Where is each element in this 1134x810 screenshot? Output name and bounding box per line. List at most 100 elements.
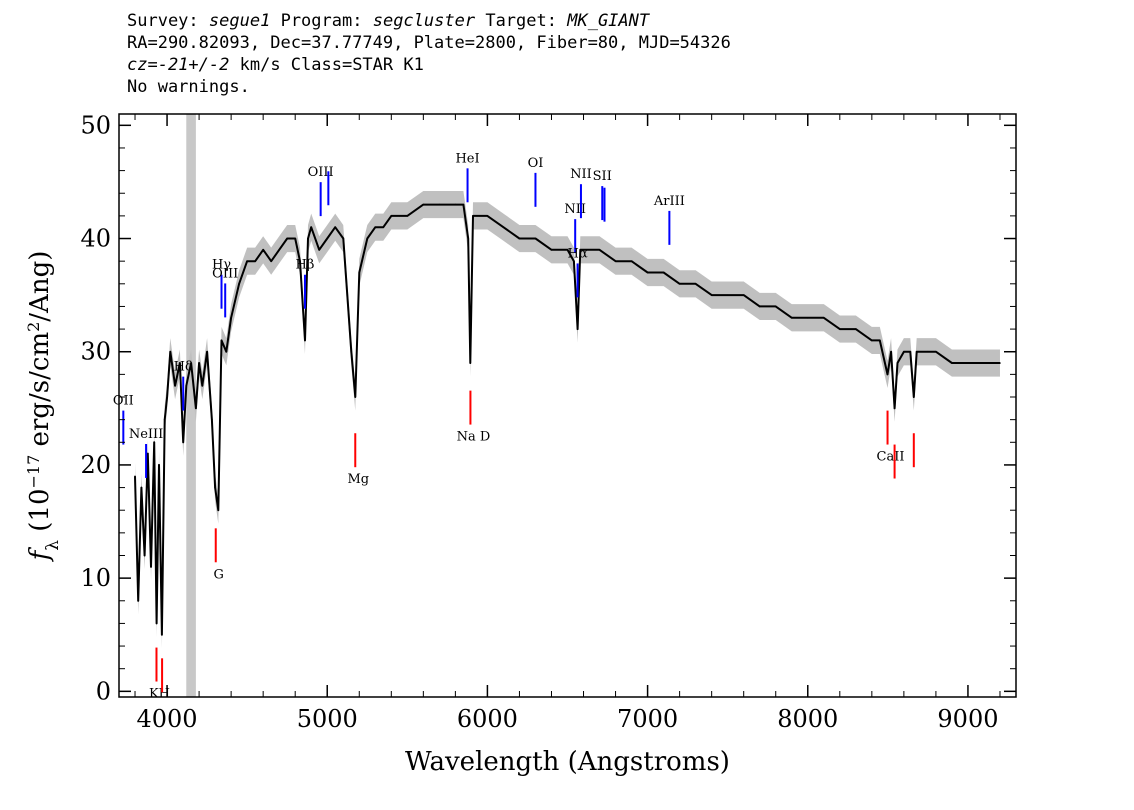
masked-region-layer: [186, 114, 196, 697]
flux-point: [201, 384, 204, 387]
absorption-line-label: Na D: [457, 430, 491, 445]
flux-point: [534, 237, 537, 240]
flux-point: [286, 237, 288, 240]
error-band-layer: [135, 190, 1000, 649]
flux-point: [855, 328, 857, 330]
x-tick-label: 6000: [457, 705, 518, 733]
flux-line: [134, 203, 1000, 636]
flux-point: [318, 249, 321, 251]
flux-point: [182, 441, 185, 444]
flux-point: [726, 294, 729, 296]
absorption-line-label: KH: [149, 687, 170, 702]
flux-point: [951, 362, 953, 364]
flux-point: [158, 464, 160, 466]
flux-point: [758, 305, 761, 308]
flux-point: [155, 622, 158, 625]
flux-point: [871, 339, 873, 342]
flux-point: [790, 316, 793, 319]
flux-point: [225, 350, 228, 353]
flux-point: [294, 237, 296, 240]
flux-point: [220, 339, 223, 342]
flux-point: [915, 350, 918, 353]
flux-point: [153, 441, 156, 444]
flux-point: [438, 203, 441, 206]
header-line-survey: Survey: segue1 Program: segcluster Targe…: [127, 10, 731, 32]
emission-line-label: OII: [113, 394, 134, 409]
flux-point: [166, 396, 168, 398]
header-line-cz: cz=-21+/-2 km/s Class=STAR K1: [127, 54, 731, 76]
flux-point: [913, 396, 915, 398]
flux-point: [478, 215, 481, 217]
emission-line-label: Hγ: [212, 258, 231, 273]
emission-line-label: Hδ: [174, 360, 193, 375]
flux-point: [390, 215, 393, 217]
emission-line-label: Hα: [568, 246, 588, 261]
x-tick-label: 5000: [297, 705, 358, 733]
flux-point: [354, 396, 357, 398]
x-tick-label: 4000: [137, 705, 198, 733]
absorption-line-label: Mg: [347, 472, 369, 487]
emission-line-label: ArIII: [653, 194, 685, 209]
emission-line-label: NII: [570, 167, 592, 182]
y-tick-label: 30: [80, 338, 111, 366]
flux-point: [903, 350, 905, 353]
flux-point: [358, 271, 361, 274]
header-line-warnings: No warnings.: [127, 77, 250, 97]
flux-point: [179, 362, 181, 364]
flux-point: [169, 350, 172, 353]
flux-point: [598, 249, 601, 251]
flux-point: [879, 339, 881, 342]
survey-label: Survey:: [127, 11, 199, 31]
flux-point: [422, 203, 425, 206]
emission-line-label: NII: [564, 202, 586, 217]
flux-point: [374, 226, 377, 229]
flux-point: [486, 215, 489, 217]
flux-point: [307, 237, 309, 240]
flux-point: [710, 294, 713, 296]
flux-point: [839, 328, 841, 330]
absorption-line-label: CaII: [877, 450, 905, 465]
flux-point: [927, 350, 929, 353]
flux-point: [983, 362, 985, 364]
flux-point: [350, 350, 353, 353]
y-tick-label: 20: [80, 451, 111, 479]
emission-line-label: HeI: [455, 151, 479, 166]
ylabel-mid: erg/s/cm: [25, 332, 55, 455]
axes-layer: 4000 5000 6000 7000 8000 9000 0 10 20 30 40 50: [80, 111, 1016, 733]
flux-point: [230, 316, 232, 319]
flux-point: [550, 249, 553, 251]
flux-point: [678, 283, 681, 285]
plot-frame: [118, 113, 1017, 698]
flux-point: [185, 384, 188, 387]
flux-point: [150, 566, 152, 568]
flux-point: [518, 237, 521, 240]
flux-point: [472, 215, 474, 217]
emission-line-label: OIII: [212, 266, 238, 281]
spectrum-header: Survey: segue1 Program: segcluster Targe…: [127, 10, 731, 98]
flux-point: [462, 203, 465, 206]
flux-point: [299, 260, 301, 262]
flux-point: [935, 350, 937, 353]
flux-point: [742, 294, 745, 296]
ylabel-exp1: −17: [24, 455, 43, 489]
cz-label: cz=: [127, 55, 158, 75]
flux-point: [896, 362, 899, 364]
flux-point: [310, 226, 313, 229]
flux-point: [211, 418, 213, 421]
flux-point: [366, 237, 369, 240]
flux-point: [579, 249, 582, 251]
x-tick-label: 8000: [777, 705, 838, 733]
emission-line-label: Hβ: [296, 258, 315, 273]
flux-point: [573, 260, 575, 262]
flux-point: [134, 475, 136, 478]
emission-line-label: NeIII: [129, 427, 163, 442]
flux-point: [270, 260, 272, 262]
emission-line-label: OI: [528, 156, 544, 171]
x-tick-label: 9000: [937, 705, 998, 733]
flux-point: [190, 362, 192, 364]
y-tick-label: 40: [80, 225, 111, 253]
masked-band: [186, 114, 196, 697]
flux-point: [161, 633, 163, 636]
target-value: MK_GIANT: [567, 11, 650, 31]
